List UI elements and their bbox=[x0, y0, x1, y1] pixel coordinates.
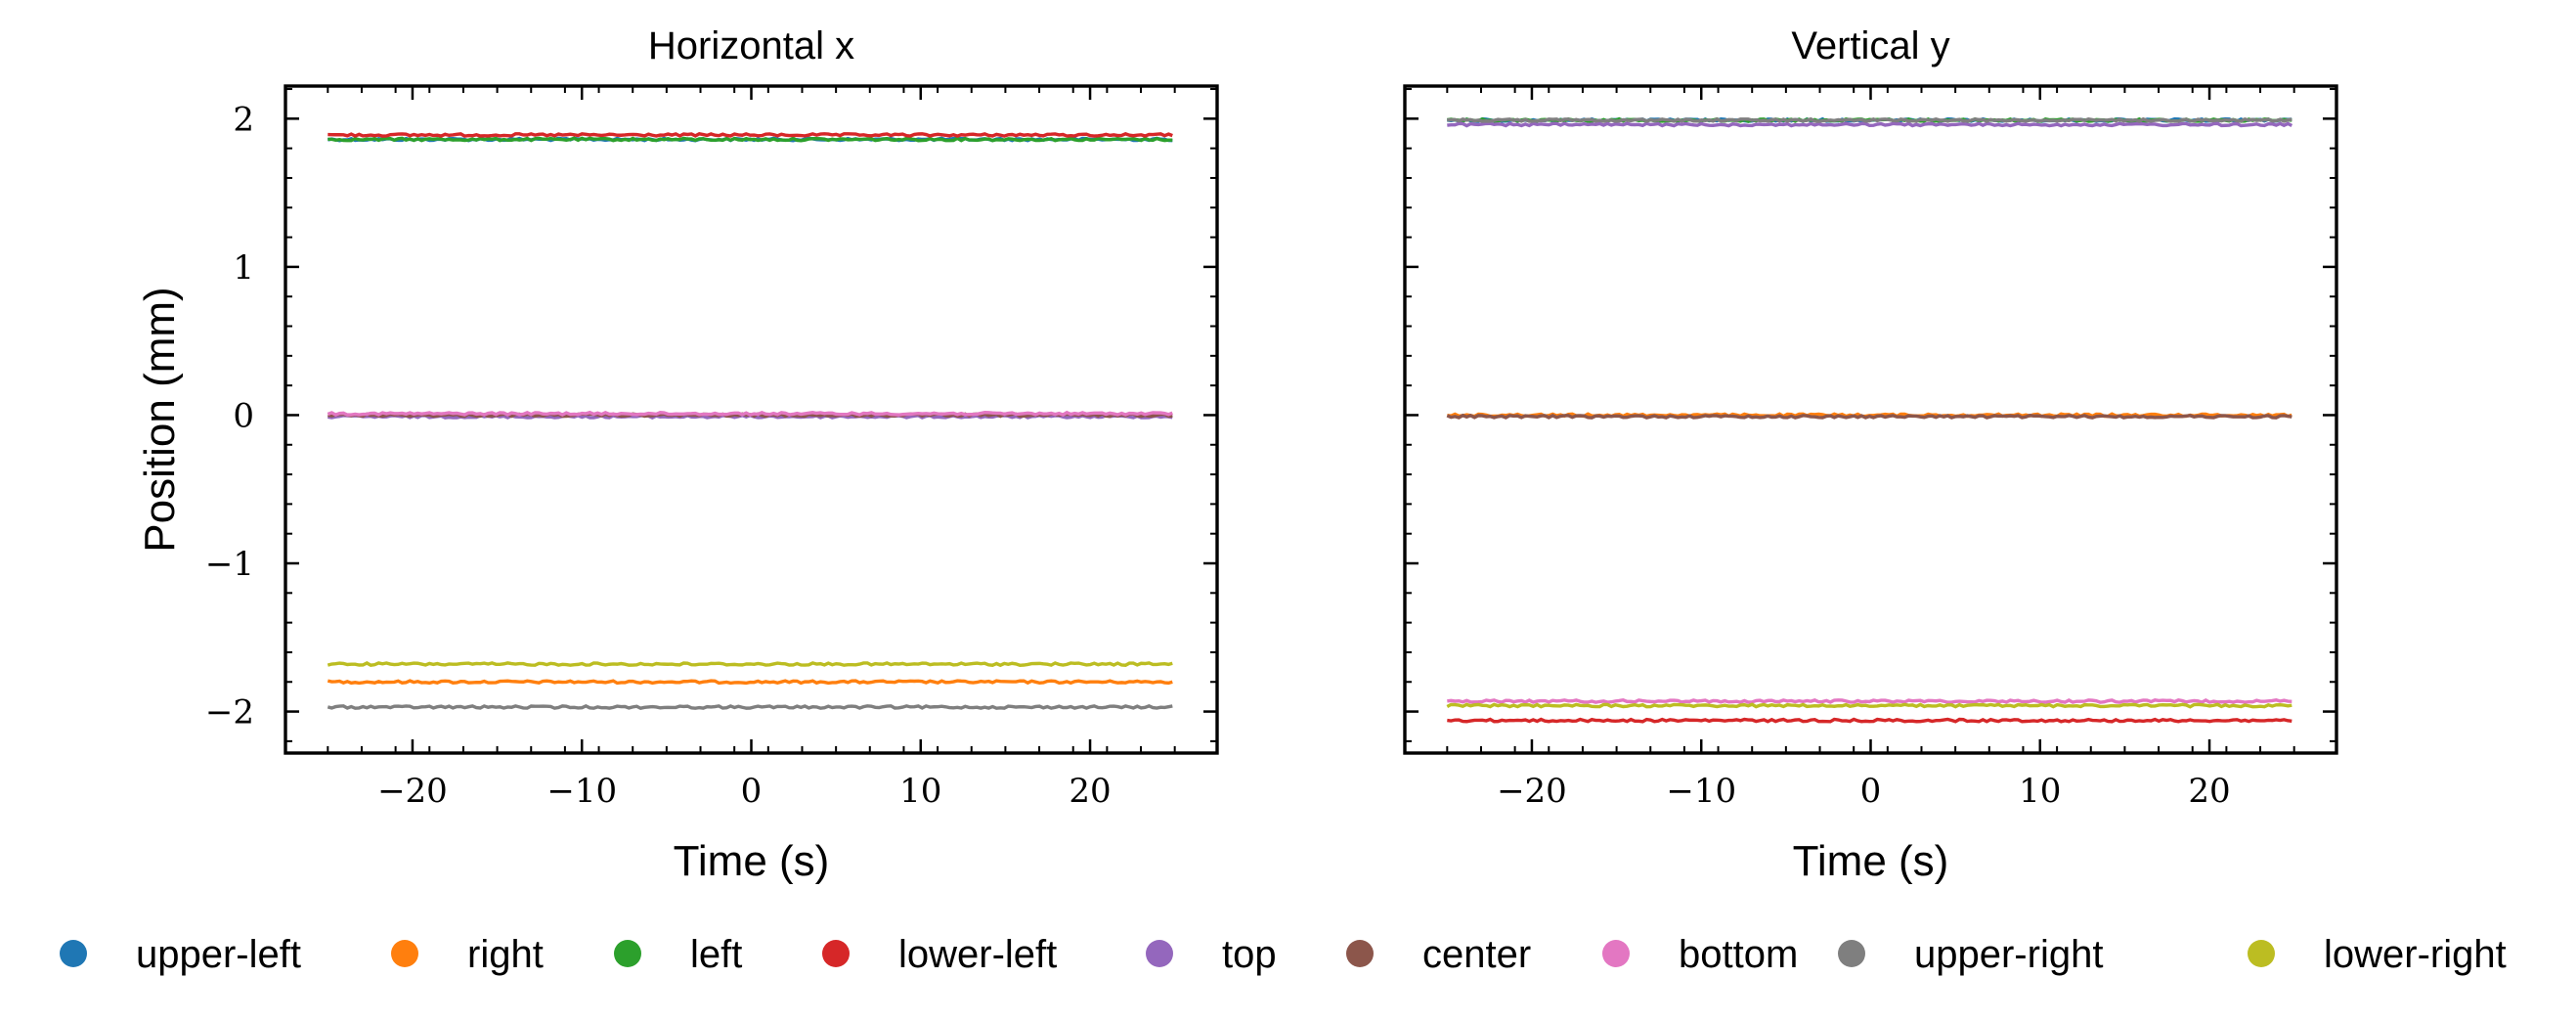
legend-label-lower-left: lower-left bbox=[898, 933, 1057, 976]
legend-marker-upper-left bbox=[60, 940, 87, 967]
x-tick-label: 0 bbox=[741, 772, 763, 811]
x-axis-label: Time (s) bbox=[674, 837, 830, 885]
legend-label-top: top bbox=[1222, 933, 1277, 976]
series-line-lower-left bbox=[327, 132, 1173, 138]
legend-label-upper-right: upper-right bbox=[1914, 933, 2103, 976]
x-tick-label: 0 bbox=[1860, 772, 1882, 811]
series-line-left bbox=[327, 136, 1173, 143]
series-line-lower-right bbox=[1446, 702, 2292, 709]
panel-vertical: −20 −10 0 10 20 Vertical y Time (s) bbox=[1403, 24, 2338, 885]
legend-marker-center bbox=[1346, 940, 1374, 967]
x-tick-label: 10 bbox=[899, 772, 941, 811]
y-tick-label: −2 bbox=[205, 693, 254, 733]
x-tick-label: −20 bbox=[377, 772, 448, 811]
series-line-bottom bbox=[1447, 697, 2292, 705]
legend-label-center: center bbox=[1422, 933, 1531, 976]
legend-marker-upper-right bbox=[1838, 940, 1865, 967]
legend: upper-left right left lower-left top center bo… bbox=[60, 933, 2507, 976]
x-tick-label: −10 bbox=[1666, 772, 1736, 811]
legend-marker-bottom bbox=[1602, 940, 1630, 967]
x-tick-label: 20 bbox=[1069, 772, 1111, 811]
series-line-upper-right bbox=[1447, 116, 2292, 123]
legend-marker-top bbox=[1146, 940, 1173, 967]
x-axis-label: Time (s) bbox=[1793, 837, 1949, 885]
series-line-center bbox=[1446, 413, 2292, 420]
series-line-top bbox=[1447, 121, 2293, 128]
y-tick-label: 0 bbox=[233, 396, 254, 435]
legend-marker-left bbox=[614, 940, 641, 967]
series-line-bottom bbox=[327, 410, 1173, 418]
x-tick-label: −10 bbox=[546, 772, 617, 811]
legend-marker-right bbox=[391, 940, 418, 967]
legend-marker-lower-left bbox=[822, 940, 850, 967]
plot-frame bbox=[284, 84, 1219, 755]
legend-label-left: left bbox=[690, 933, 742, 976]
legend-label-upper-left: upper-left bbox=[136, 933, 301, 976]
series-line-upper-right bbox=[327, 703, 1173, 710]
legend-label-right: right bbox=[467, 933, 544, 976]
legend-label-lower-right: lower-right bbox=[2324, 933, 2507, 976]
panel-title-vertical: Vertical y bbox=[1791, 24, 1949, 67]
legend-marker-lower-right bbox=[2248, 940, 2275, 967]
panel-title-horizontal: Horizontal x bbox=[648, 24, 854, 67]
y-axis-label: Position (mm) bbox=[136, 287, 184, 552]
legend-label-bottom: bottom bbox=[1679, 933, 1798, 976]
series-line-lower-right bbox=[327, 661, 1173, 668]
x-tick-label: −20 bbox=[1497, 772, 1567, 811]
plot-frame bbox=[1403, 84, 2338, 755]
series-line-lower-left bbox=[1447, 717, 2292, 724]
series-line-right bbox=[327, 679, 1173, 686]
y-tick-label: 2 bbox=[233, 100, 254, 139]
x-tick-label: 10 bbox=[2019, 772, 2061, 811]
y-tick-label: 1 bbox=[233, 248, 254, 288]
x-tick-label: 20 bbox=[2188, 772, 2230, 811]
y-tick-label: −1 bbox=[205, 545, 254, 584]
